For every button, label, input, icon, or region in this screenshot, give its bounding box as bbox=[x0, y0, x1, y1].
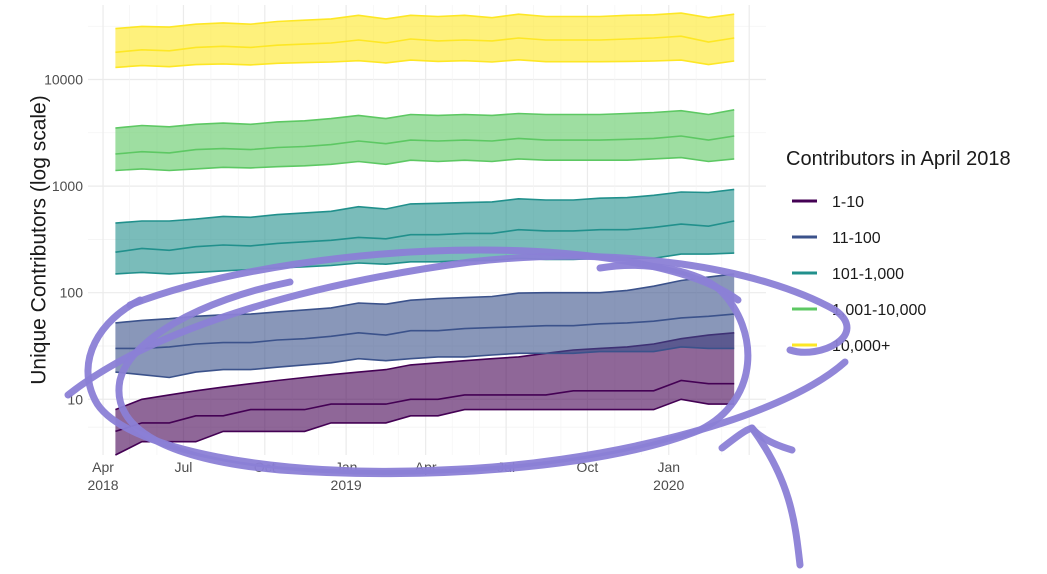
x-tick-year-label: 2018 bbox=[87, 477, 118, 493]
y-tick-label: 100 bbox=[60, 285, 84, 301]
legend-item-11-100: 11-100 bbox=[792, 230, 881, 247]
legend-item-1-10: 1-10 bbox=[792, 194, 864, 211]
annotation-ellipse bbox=[596, 262, 724, 294]
series-line-upper bbox=[115, 12, 735, 30]
legend-title: Contributors in April 2018 bbox=[786, 148, 1011, 170]
series-bands bbox=[115, 12, 735, 456]
hand-drawn-annotations bbox=[64, 246, 851, 569]
x-tick-label: Jan bbox=[657, 459, 680, 475]
y-tick-label: 10000 bbox=[44, 72, 83, 88]
x-tick-year-label: 2019 bbox=[331, 477, 362, 493]
series-line-median bbox=[115, 35, 735, 54]
legend: Contributors in April 2018 1-10 11-100 101… bbox=[786, 148, 1011, 355]
y-axis-title: Unique Contributors (log scale) bbox=[28, 95, 51, 384]
series-line-median bbox=[115, 379, 735, 433]
x-tick-label: Jul bbox=[175, 459, 193, 475]
annotation-ellipse bbox=[115, 278, 752, 478]
series-line-median bbox=[115, 135, 735, 155]
legend-items: 1-10 11-100 101-1,000 1,001-10,000 10,000+ bbox=[792, 194, 926, 355]
series-11-100 bbox=[115, 273, 735, 379]
legend-label: 1-10 bbox=[832, 194, 864, 211]
series-10,000+ bbox=[115, 12, 735, 69]
series-line-lower bbox=[115, 398, 735, 456]
annotation-arrow bbox=[718, 424, 796, 454]
legend-item-101-1,000: 101-1,000 bbox=[792, 266, 904, 283]
x-tick-year-label: 2020 bbox=[653, 477, 684, 493]
series-line-lower bbox=[115, 58, 735, 69]
band-area bbox=[115, 332, 735, 455]
legend-label: 101-1,000 bbox=[832, 266, 904, 283]
band-area bbox=[115, 273, 735, 378]
legend-label: 10,000+ bbox=[832, 338, 890, 355]
legend-label: 11-100 bbox=[832, 230, 881, 247]
series-line-lower bbox=[115, 346, 735, 379]
series-line-median bbox=[115, 220, 735, 253]
y-tick-label: 1000 bbox=[52, 178, 83, 194]
series-1,001-10,000 bbox=[115, 109, 735, 172]
annotation-arrow bbox=[748, 424, 804, 569]
legend-item-1,001-10,000: 1,001-10,000 bbox=[792, 302, 926, 319]
legend-label: 1,001-10,000 bbox=[832, 302, 926, 319]
x-tick-label: Apr bbox=[92, 459, 114, 475]
series-line-median bbox=[115, 313, 735, 350]
series-line-lower bbox=[115, 156, 735, 172]
legend-item-10,000+: 10,000+ bbox=[792, 338, 890, 355]
series-line-upper bbox=[115, 109, 735, 129]
series-line-upper bbox=[115, 188, 735, 224]
